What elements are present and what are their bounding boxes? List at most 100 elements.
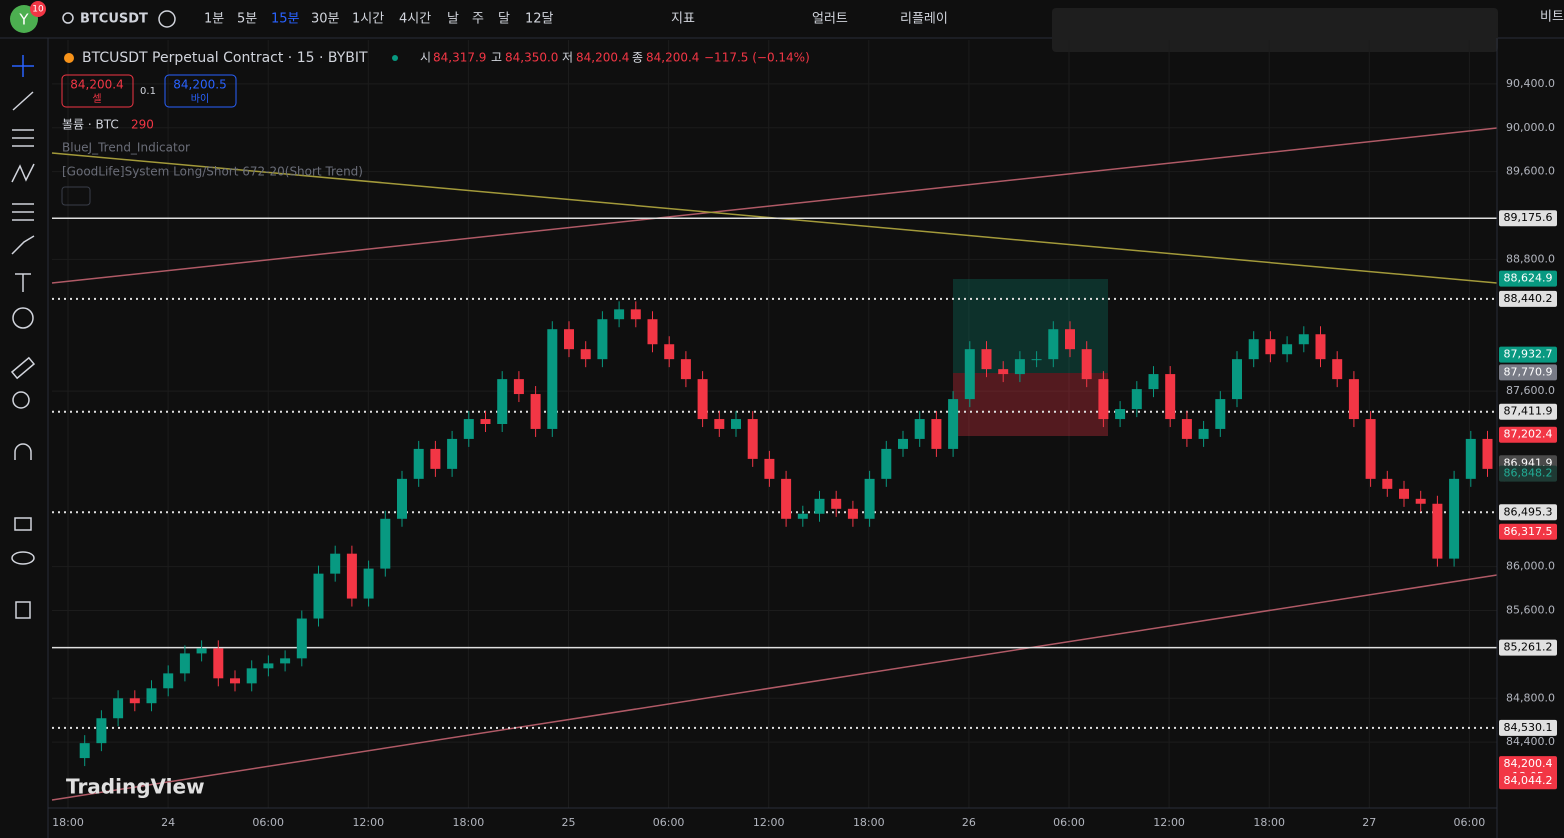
interval[interactable]: 1시간 (352, 12, 384, 27)
candle (1399, 488, 1409, 499)
candle (1198, 428, 1209, 439)
y-tick-label: 88,800.0 (1506, 252, 1555, 265)
cut-text: 비트 (1540, 10, 1564, 25)
y-tick-label: 84,400.0 (1506, 735, 1555, 748)
price-tag (1499, 346, 1557, 363)
y-tick-label: 90,000.0 (1506, 121, 1555, 134)
candle (196, 648, 207, 654)
interval[interactable]: 달 (498, 12, 510, 27)
candle (680, 359, 691, 380)
candle (413, 448, 424, 479)
x-tick-label: 12:00 (352, 816, 384, 829)
y-tick-label: 84,800.0 (1506, 691, 1555, 704)
sell-button[interactable] (61, 74, 134, 108)
indicator[interactable]: [GoodLife]System Long/Short 672-20(Short… (62, 165, 363, 179)
drawing-toolbar[interactable] (1052, 8, 1498, 52)
levels-group (52, 217, 1497, 729)
candle (714, 419, 725, 429)
alert[interactable]: 얼러트 (812, 12, 848, 27)
legend-title: BTCUSDT Perpetual Contract · 15 · BYBIT (82, 50, 368, 66)
ohlc-label: 종 (632, 51, 643, 65)
x-tick-label: 18:00 (853, 816, 885, 829)
price-tag (1499, 639, 1557, 656)
watermark: TradingView (66, 775, 205, 799)
interval[interactable]: 1분 (204, 12, 224, 27)
y-tick-label: 90,400.0 (1506, 77, 1555, 90)
candle (263, 663, 274, 669)
price-tag-label: 85,261.2 (1504, 641, 1553, 654)
candle (1449, 478, 1460, 559)
candle (764, 458, 775, 479)
candle (380, 518, 391, 569)
x-tick-label: 26 (962, 816, 976, 829)
ohlc-label: 시 (420, 51, 431, 65)
candle (179, 653, 190, 674)
price-tag-label: 87,932.7 (1504, 348, 1553, 361)
candle (296, 618, 307, 659)
candle (1215, 399, 1226, 429)
interval[interactable]: 12달 (525, 12, 554, 27)
coin-icon (64, 53, 74, 63)
price-tag-label: 86,495.3 (1504, 505, 1553, 518)
buy-button[interactable] (164, 74, 237, 108)
candle (1432, 503, 1443, 559)
price-tag-label: 84,044.2 (1504, 774, 1553, 787)
candle (1415, 498, 1426, 504)
sell-label: 셀 (92, 93, 101, 105)
candle (1282, 344, 1293, 355)
candle (213, 648, 224, 679)
collapse-button[interactable] (61, 186, 91, 206)
price-tag (1499, 364, 1557, 381)
candle (630, 309, 641, 320)
price-tag (1499, 290, 1557, 307)
candle (1332, 359, 1343, 380)
symbol[interactable]: BTCUSDT (80, 12, 148, 27)
interval[interactable]: 주 (472, 12, 484, 27)
interval[interactable]: 4시간 (399, 12, 431, 27)
x-tick-label: 12:00 (753, 816, 785, 829)
indicator[interactable]: BlueJ_Trend_Indicator (62, 141, 190, 155)
interval[interactable]: 날 (447, 12, 459, 27)
x-tick-label: 06:00 (1053, 816, 1085, 829)
candle (230, 678, 240, 684)
candle (647, 319, 658, 345)
candle (898, 438, 908, 449)
candle (564, 329, 574, 350)
replay[interactable]: 리플레이 (900, 12, 948, 27)
candle (1248, 339, 1259, 360)
interval[interactable]: 30분 (311, 12, 340, 27)
x-tick-label: 18:00 (1253, 816, 1285, 829)
candle (931, 419, 942, 449)
candle (831, 498, 842, 509)
interval[interactable]: 15분 (271, 12, 300, 27)
interval[interactable]: 5분 (237, 12, 257, 27)
price-tag (1499, 465, 1557, 482)
interval-group: 1분 5분 15분 30분 1시간 4시간 날 주 달 12달 (204, 12, 554, 27)
volume-value: 290 (131, 118, 154, 132)
candle (513, 379, 524, 395)
candle (1265, 339, 1276, 355)
candle (731, 419, 741, 429)
candle (1031, 359, 1042, 361)
candle (1014, 359, 1025, 375)
candle (1482, 438, 1493, 469)
spread: 0.1 (140, 86, 156, 97)
candle (397, 478, 407, 519)
price-tag-label: 89,175.6 (1504, 211, 1553, 224)
candle (664, 344, 675, 360)
add-symbol[interactable] (158, 10, 176, 28)
candle (463, 419, 474, 439)
change: −117.5 (−0.14%) (704, 51, 810, 65)
indicators[interactable]: 지표 (671, 12, 695, 27)
badge-count: 10 (32, 5, 44, 15)
x-tick-label: 25 (562, 816, 576, 829)
left-tools (10, 55, 36, 619)
buy-price: 84,200.5 (173, 78, 226, 92)
x-tick-label: 12:00 (1153, 816, 1185, 829)
price-tag-label: 87,770.9 (1504, 365, 1553, 378)
ohlc-value: 84,350.0 (505, 51, 558, 65)
candle (914, 419, 925, 439)
candle (246, 668, 257, 684)
price-tag-label: 84,200.4 (1504, 757, 1553, 770)
